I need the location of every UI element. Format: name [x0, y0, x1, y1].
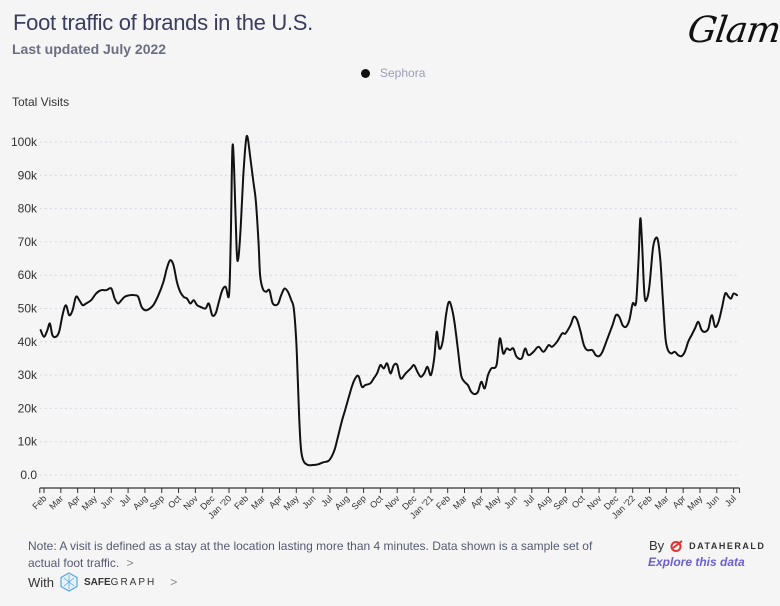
x-tick-label: Jun [502, 493, 519, 510]
footnote-expand-chevron-icon[interactable]: > [126, 556, 134, 570]
y-axis-title: Total Visits [12, 95, 70, 109]
x-tick-label: May [282, 493, 301, 512]
last-updated-subtitle: Last updated July 2022 [12, 41, 167, 57]
x-tick-label: Nov [181, 493, 200, 512]
dataherald-logo-icon [670, 539, 683, 552]
safegraph-chevron-icon[interactable]: > [170, 575, 178, 589]
y-tick-label: 20k [18, 401, 38, 415]
footnote-text: Note: A visit is defined as a stay at th… [28, 539, 593, 570]
x-tick-label: Nov [383, 493, 402, 512]
x-tick-label: Sep [350, 493, 368, 511]
x-tick-label: Oct [368, 493, 385, 510]
x-tick-label: Aug [535, 493, 553, 511]
y-tick-label: 0.0 [20, 468, 37, 482]
dataherald-wordmark: DATAHERALD [689, 540, 766, 551]
x-tick-label: Apr [469, 493, 486, 510]
gridlines [39, 141, 740, 476]
x-tick-label: Jul [521, 493, 536, 508]
legend-label-sephora[interactable]: Sephora [380, 66, 426, 80]
dataherald-credit: By DATAHERALD [649, 538, 765, 553]
x-tick-label: Jul [117, 493, 132, 508]
x-tick-label: Jun [704, 493, 721, 510]
x-tick-label: Mar [47, 493, 65, 511]
safegraph-logo-icon [60, 572, 78, 592]
x-tick-label: Sep [148, 493, 166, 511]
x-tick-label: Jul [723, 493, 738, 508]
chart-legend: Sephora [361, 66, 425, 80]
explore-data-link[interactable]: Explore this data [648, 555, 745, 569]
y-tick-label: 80k [18, 202, 38, 216]
safegraph-wordmark: SAFEGRAPH [84, 576, 157, 588]
x-tick-label: Feb [434, 493, 452, 511]
x-tick-label: May [80, 493, 99, 512]
x-tick-label: Feb [30, 493, 48, 511]
y-tick-label: 30k [18, 368, 38, 382]
x-tick-label: Nov [585, 493, 604, 512]
x-tick-label: Jun [300, 493, 317, 510]
x-tick-label: May [483, 493, 502, 512]
series-line-sephora[interactable] [39, 134, 738, 467]
x-tick-label: Mar [249, 493, 267, 511]
x-tick-label: Sep [551, 493, 569, 511]
x-tick-label: Feb [232, 493, 250, 511]
x-tick-label: Oct [166, 493, 183, 510]
x-axis [39, 487, 741, 493]
y-tick-label: 10k [18, 435, 38, 449]
safegraph-credit[interactable]: With SAFEGRAPH > [28, 572, 177, 592]
x-tick-label: Apr [267, 493, 284, 510]
legend-marker-sephora [361, 68, 370, 78]
y-tick-label: 60k [18, 268, 38, 282]
x-tick-label: Jul [319, 493, 334, 508]
x-tick-label: Jun [98, 493, 115, 510]
x-tick-label: Aug [333, 493, 351, 511]
x-tick-label: Aug [131, 493, 149, 511]
x-tick-label: Mar [653, 493, 671, 511]
y-tick-label: 70k [18, 235, 38, 249]
x-tick-label: Mar [451, 493, 469, 511]
x-tick-label: Apr [65, 493, 82, 510]
y-tick-label: 50k [18, 302, 38, 316]
x-tick-label: Feb [636, 493, 654, 511]
x-tick-label: Apr [671, 493, 688, 510]
by-label: By [649, 538, 665, 553]
y-tick-label: 90k [18, 168, 38, 182]
x-tick-label: Oct [570, 493, 587, 510]
y-tick-label: 40k [18, 335, 38, 349]
y-tick-label: 100k [11, 135, 38, 149]
glam-logo: Glam [685, 10, 780, 51]
with-label: With [28, 574, 54, 590]
x-tick-label: May [685, 493, 704, 512]
y-axis-ticks: 0.0 10k 20k 30k 40k 50k 60k 70k 80k 90k 100k [11, 135, 38, 482]
page-title: Foot traffic of brands in the U.S. [13, 10, 313, 35]
footnote: Note: A visit is defined as a stay at th… [28, 538, 608, 572]
